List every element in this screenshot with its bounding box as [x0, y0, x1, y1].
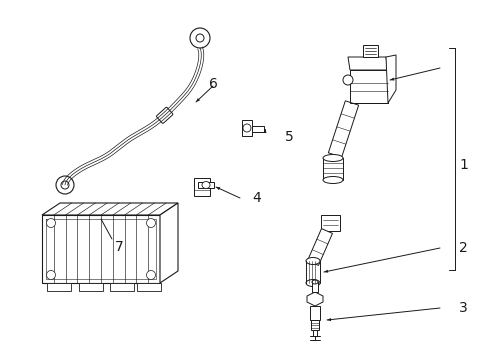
Polygon shape — [216, 187, 220, 190]
Polygon shape — [362, 45, 377, 57]
Ellipse shape — [323, 154, 342, 162]
Circle shape — [61, 181, 69, 189]
FancyBboxPatch shape — [156, 107, 173, 123]
Polygon shape — [347, 57, 387, 70]
Circle shape — [146, 219, 155, 228]
Circle shape — [196, 34, 203, 42]
Ellipse shape — [305, 257, 319, 265]
Polygon shape — [242, 120, 251, 136]
Text: 4: 4 — [251, 191, 260, 205]
Text: 1: 1 — [458, 158, 467, 172]
Circle shape — [342, 75, 352, 85]
Polygon shape — [306, 292, 323, 306]
Polygon shape — [311, 282, 317, 292]
Polygon shape — [323, 158, 342, 180]
Polygon shape — [42, 215, 160, 283]
Ellipse shape — [323, 176, 342, 184]
Polygon shape — [310, 320, 318, 330]
Polygon shape — [326, 318, 330, 321]
Polygon shape — [194, 178, 209, 196]
Polygon shape — [160, 203, 178, 283]
Text: 3: 3 — [458, 301, 467, 315]
Circle shape — [46, 219, 55, 228]
Ellipse shape — [305, 279, 319, 287]
Polygon shape — [79, 283, 103, 291]
Polygon shape — [312, 330, 316, 336]
Polygon shape — [47, 283, 71, 291]
Polygon shape — [110, 283, 134, 291]
Polygon shape — [385, 55, 395, 103]
Polygon shape — [327, 101, 358, 157]
Ellipse shape — [202, 181, 209, 189]
Ellipse shape — [311, 280, 317, 284]
Polygon shape — [349, 70, 387, 103]
Polygon shape — [101, 219, 104, 223]
Circle shape — [146, 270, 155, 279]
Polygon shape — [324, 270, 327, 273]
Text: 2: 2 — [458, 241, 467, 255]
Circle shape — [243, 124, 250, 132]
Polygon shape — [263, 129, 266, 133]
Polygon shape — [137, 283, 161, 291]
Polygon shape — [42, 203, 178, 215]
Polygon shape — [251, 126, 264, 132]
Text: 6: 6 — [208, 77, 217, 91]
Circle shape — [46, 270, 55, 279]
Polygon shape — [389, 77, 393, 81]
Text: 5: 5 — [285, 130, 293, 144]
Text: 7: 7 — [115, 240, 123, 254]
Polygon shape — [307, 229, 332, 265]
Polygon shape — [198, 182, 214, 188]
Circle shape — [190, 28, 209, 48]
Polygon shape — [320, 215, 339, 231]
Circle shape — [56, 176, 74, 194]
Polygon shape — [309, 306, 319, 320]
Polygon shape — [196, 98, 200, 102]
